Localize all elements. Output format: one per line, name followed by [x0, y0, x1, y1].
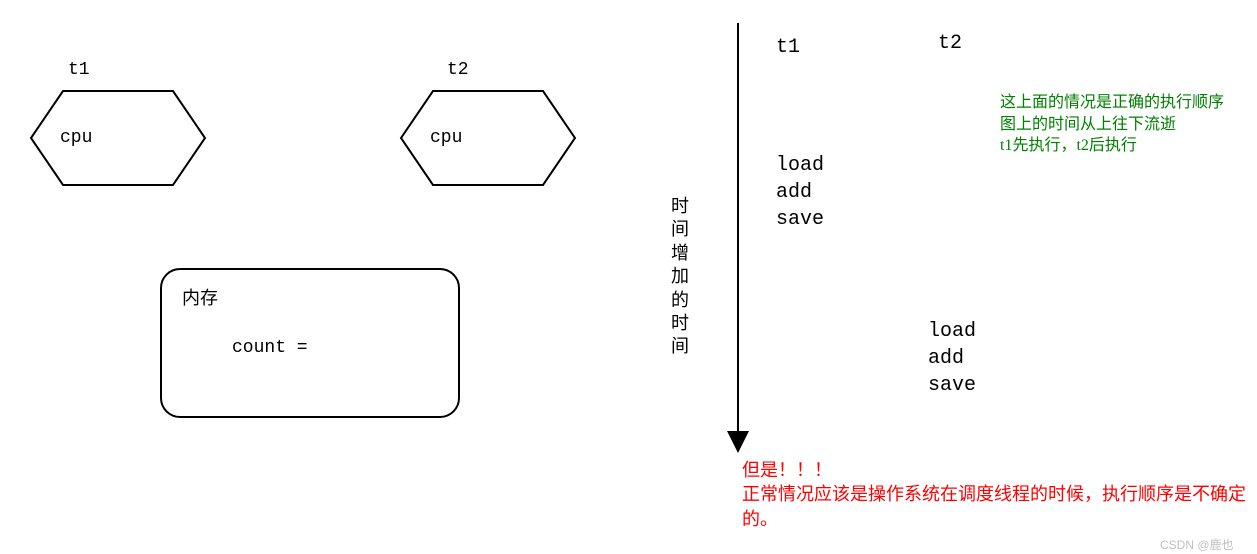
timeline-col2-header: t2	[938, 32, 962, 55]
red-note: 但是！！！ 正常情况应该是操作系统在调度线程的时候，执行顺序是不确定的。	[742, 458, 1252, 531]
cpu2-label: cpu	[398, 88, 578, 188]
memory-variable: count =	[232, 338, 438, 358]
timeline-axis-label: 时间增加的时间	[670, 195, 690, 359]
memory-title: 内存	[182, 284, 438, 310]
cpu2-hexagon: cpu	[398, 88, 578, 188]
green-note: 这上面的情况是正确的执行顺序 图上的时间从上往下流逝 t1先执行，t2后执行	[1000, 92, 1250, 157]
cpu1-hexagon: cpu	[28, 88, 208, 188]
t2-operations: load add save	[928, 318, 976, 399]
timeline-arrow	[718, 23, 758, 458]
cpu2-title: t2	[447, 60, 469, 80]
timeline-col1-header: t1	[776, 36, 800, 59]
t1-operations: load add save	[776, 152, 824, 233]
cpu1-title: t1	[68, 60, 90, 80]
cpu1-label: cpu	[28, 88, 208, 188]
watermark: CSDN @鹿也	[1160, 536, 1234, 553]
memory-box: 内存 count =	[160, 268, 460, 418]
